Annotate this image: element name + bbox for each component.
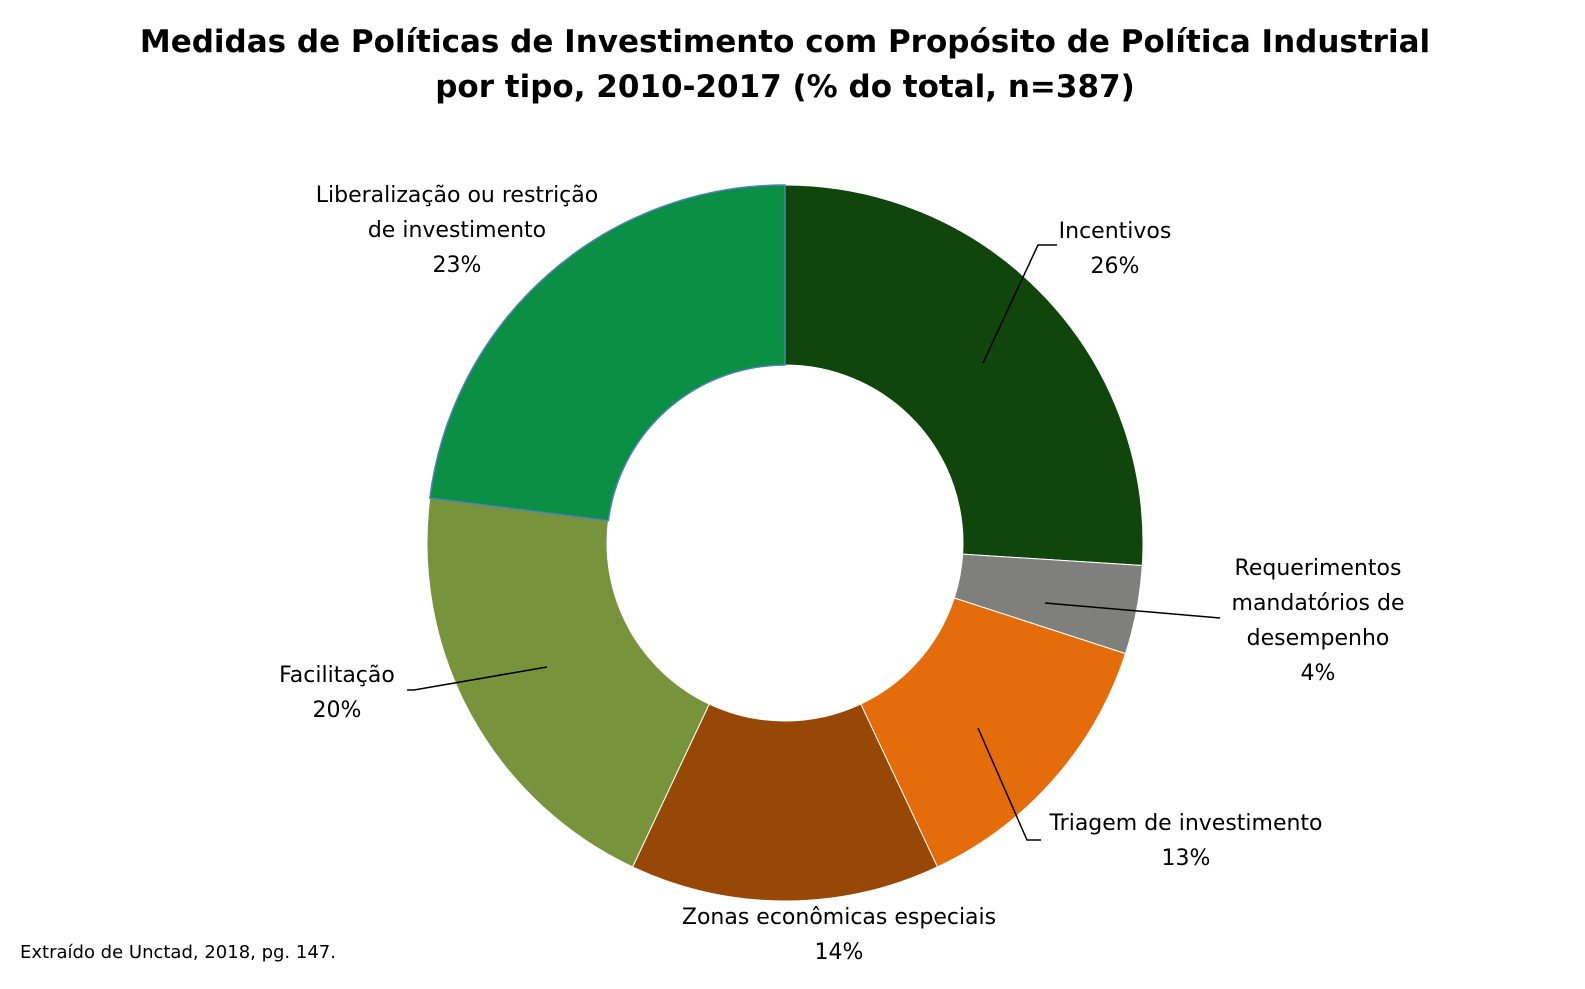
donut-slice-4	[426, 497, 710, 868]
data-label-value-2: 13%	[1162, 846, 1211, 871]
data-label-3: Zonas econômicas especiais 14%	[682, 905, 996, 965]
data-label-line-1-2: desempenho	[1247, 626, 1390, 651]
data-label-line-4-0: Facilitação	[279, 663, 395, 688]
chart-title: Medidas de Políticas de Investimento com…	[140, 24, 1430, 105]
leader-line-1	[1044, 602, 1221, 619]
donut-slice-3	[631, 703, 939, 902]
data-label-line-1-1: mandatórios de	[1232, 591, 1405, 616]
data-label-line-5-0: Liberalização ou restrição	[316, 183, 598, 208]
data-label-value-5: 23%	[433, 253, 482, 278]
chart-title-line-2: por tipo, 2010-2017 (% do total, n=387)	[435, 69, 1135, 105]
data-label-2: Triagem de investimento 13%	[1048, 811, 1322, 871]
data-label-value-0: 26%	[1091, 254, 1140, 279]
data-label-value-1: 4%	[1301, 661, 1336, 686]
data-label-line-5-1: de investimento	[368, 218, 546, 243]
donut-slice-0	[784, 184, 1144, 567]
data-label-value-3: 14%	[815, 940, 864, 965]
data-label-line-3-0: Zonas econômicas especiais	[682, 905, 996, 930]
chart-title-line-1: Medidas de Políticas de Investimento com…	[140, 24, 1430, 60]
data-label-value-4: 20%	[313, 698, 362, 723]
data-label-4: Facilitação 20%	[279, 663, 395, 723]
leader-lines	[407, 244, 1221, 841]
leader-line-0	[982, 244, 1057, 364]
donut-slices	[426, 184, 1144, 902]
data-label-line-0-0: Incentivos	[1059, 219, 1172, 244]
data-label-1: Requerimentos mandatórios de desempenho 4%	[1232, 556, 1405, 686]
data-label-5: Liberalização ou restrição de investiment…	[316, 183, 598, 278]
source-note: Extraído de Unctad, 2018, pg. 147.	[20, 942, 336, 963]
data-labels: Incentivos 26% Requerimentos mandatórios de…	[279, 183, 1404, 965]
leader-line-4	[407, 666, 548, 691]
leader-line-2	[977, 727, 1041, 841]
donut-slice-2	[860, 597, 1127, 868]
data-label-0: Incentivos 26%	[1059, 219, 1172, 279]
donut-slice-5	[428, 184, 786, 522]
data-label-line-1-0: Requerimentos	[1235, 556, 1402, 581]
data-label-line-2-0: Triagem de investimento	[1048, 811, 1322, 836]
